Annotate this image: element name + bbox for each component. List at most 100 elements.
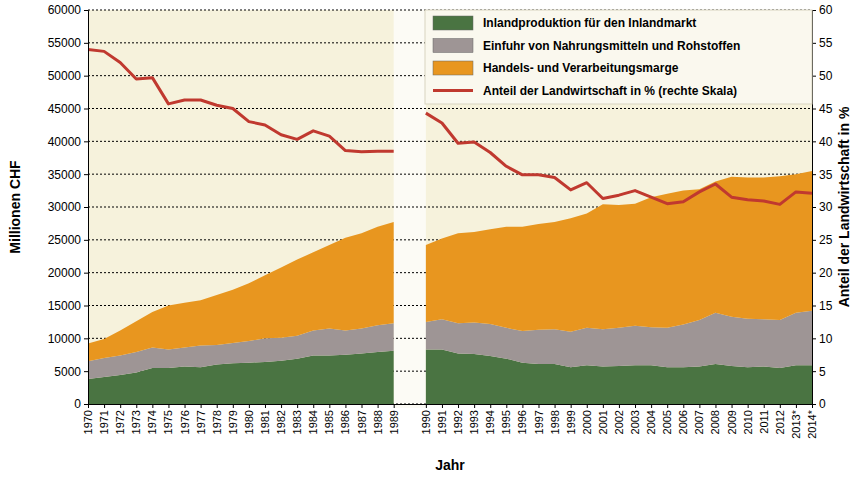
tick-label: 2005 — [661, 410, 673, 434]
tick-label: 1973 — [130, 410, 142, 434]
tick-mark — [715, 404, 716, 408]
tick-label: 60000 — [48, 3, 82, 17]
tick: 1987 — [356, 404, 368, 434]
tick-label: 50 — [819, 69, 833, 83]
tick-label: 20000 — [48, 266, 82, 280]
tick-mark — [362, 404, 363, 408]
tick-mark — [345, 404, 346, 408]
tick-label: 25 — [819, 233, 833, 247]
tick: 1973 — [130, 404, 142, 434]
legend-item: Handels- und Verarbeitungsmarge — [433, 61, 679, 75]
tick-mark — [249, 404, 250, 408]
tick-mark — [84, 338, 88, 339]
tick: 55000 — [48, 36, 88, 50]
tick-label: 2013* — [790, 409, 802, 438]
tick-mark — [522, 404, 523, 408]
y-axis: 0500010000150002000025000300003500040000… — [48, 3, 89, 411]
tick-mark — [442, 404, 443, 408]
tick-mark — [84, 76, 88, 77]
tick: 35 — [812, 168, 833, 182]
tick-label: 1992 — [452, 410, 464, 434]
tick: 5 — [812, 365, 826, 379]
tick-mark — [812, 207, 816, 208]
tick: 40000 — [48, 135, 88, 149]
tick-mark — [84, 371, 88, 372]
tick: 25000 — [48, 233, 88, 247]
tick: 1994 — [484, 404, 496, 434]
tick-label: 1997 — [533, 410, 545, 434]
tick-mark — [152, 404, 153, 408]
tick-mark — [281, 404, 282, 408]
tick-label: 2001 — [597, 410, 609, 434]
tick-mark — [426, 404, 427, 408]
tick: 1990 — [420, 404, 432, 434]
legend-box — [425, 10, 812, 104]
tick-label: 1986 — [339, 410, 351, 434]
tick: 30 — [812, 200, 833, 214]
tick: 2008 — [709, 404, 721, 434]
tick-label: 40 — [819, 135, 833, 149]
tick: 1983 — [291, 404, 303, 434]
tick: 2012 — [774, 404, 786, 434]
tick-mark — [812, 240, 816, 241]
tick-label: 55000 — [48, 36, 82, 50]
legend-swatch — [433, 16, 473, 30]
legend-swatch — [433, 89, 473, 92]
tick-label: 2000 — [581, 410, 593, 434]
tick-label: 2010 — [742, 410, 754, 434]
tick: 1997 — [533, 404, 545, 434]
tick-mark — [812, 273, 816, 274]
tick-mark — [812, 10, 816, 11]
tick-label: 1980 — [243, 410, 255, 434]
tick: 15 — [812, 299, 833, 313]
tick-label: 2014* — [806, 409, 818, 438]
tick: 1971 — [98, 404, 110, 434]
tick-label: 35000 — [48, 168, 82, 182]
tick-mark — [571, 404, 572, 408]
tick-mark — [168, 404, 169, 408]
grid-line — [88, 108, 812, 109]
tick-label: 0 — [819, 397, 826, 411]
tick-mark — [796, 404, 797, 408]
tick: 2004 — [645, 404, 657, 434]
tick-mark — [84, 404, 88, 405]
tick-mark — [120, 404, 121, 408]
tick: 20000 — [48, 266, 88, 280]
tick: 35000 — [48, 168, 88, 182]
tick: 2006 — [677, 404, 689, 434]
tick-mark — [651, 404, 652, 408]
tick: 1999 — [565, 404, 577, 434]
tick-label: 60 — [819, 3, 833, 17]
tick-mark — [667, 404, 668, 408]
tick-mark — [84, 109, 88, 110]
tick: 1970 — [82, 404, 94, 434]
tick: 1976 — [179, 404, 191, 434]
tick-mark — [490, 404, 491, 408]
tick: 1993 — [468, 404, 480, 434]
tick-mark — [812, 338, 816, 339]
tick-mark — [732, 404, 733, 408]
axis-title: Millionen CHF — [7, 160, 23, 254]
tick-label: 1972 — [114, 410, 126, 434]
grid-line — [88, 174, 812, 175]
tick: 1989 — [388, 404, 400, 434]
tick-mark — [699, 404, 700, 408]
tick-label: 50000 — [48, 69, 82, 83]
tick-label: 5000 — [54, 365, 81, 379]
tick-label: 15 — [819, 299, 833, 313]
tick-mark — [748, 404, 749, 408]
tick-mark — [217, 404, 218, 408]
tick-mark — [812, 141, 816, 142]
tick-mark — [233, 404, 234, 408]
tick: 1996 — [516, 404, 528, 434]
tick-mark — [812, 306, 816, 307]
axis-title: Jahr — [435, 457, 465, 473]
legend-label: Einfuhr von Nahrungsmitteln und Rohstoff… — [483, 39, 740, 53]
tick-label: 1970 — [82, 410, 94, 434]
tick: 60000 — [48, 3, 88, 17]
tick-mark — [619, 404, 620, 408]
tick-mark — [555, 404, 556, 408]
tick-label: 1993 — [468, 410, 480, 434]
tick-mark — [812, 371, 816, 372]
tick: 2010 — [742, 404, 754, 434]
